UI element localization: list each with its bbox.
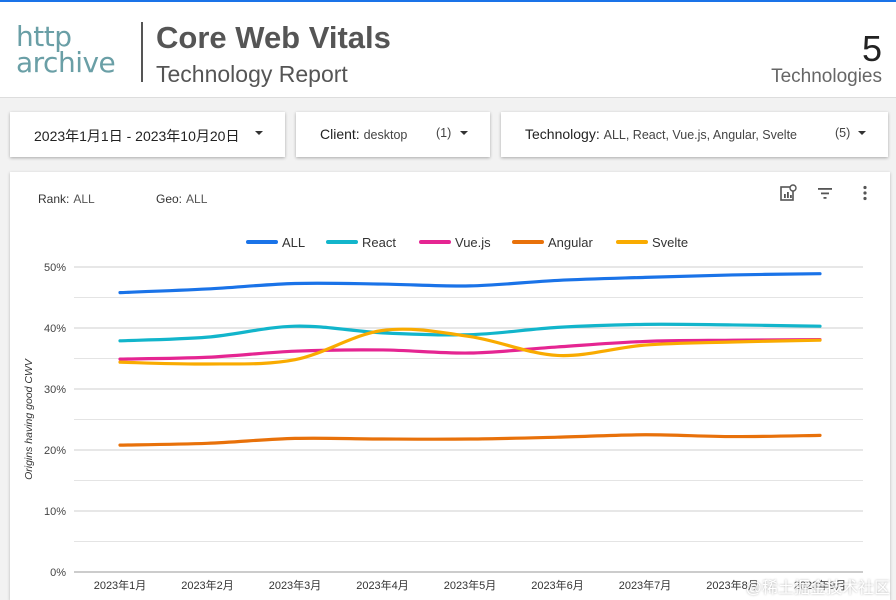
legend-label: React xyxy=(362,235,396,250)
y-tick-label: 20% xyxy=(44,445,66,457)
client-filter-value: desktop xyxy=(363,128,408,142)
x-tick-label: 2023年6月 xyxy=(531,578,584,592)
date-range-value: 2023年1月1日 - 2023年10月20日 xyxy=(34,128,240,144)
series-line-all xyxy=(118,272,822,295)
x-tick-label: 2023年2月 xyxy=(181,578,234,592)
legend-label: Svelte xyxy=(652,235,688,250)
httparchive-logo[interactable]: http archive xyxy=(16,20,116,79)
client-filter-text: Client: desktop xyxy=(320,126,408,142)
x-tick-label: 2023年4月 xyxy=(356,578,409,592)
geo-value: ALL xyxy=(186,192,208,206)
client-filter-label: Client xyxy=(320,126,356,142)
report-header: http archive Core Web Vitals Technology … xyxy=(0,2,896,98)
y-tick-label: 30% xyxy=(44,384,66,396)
legend-label: ALL xyxy=(282,235,305,250)
y-tick-label: 40% xyxy=(44,323,66,335)
chart-card: Rank: ALL Geo: ALL 0% 10% 20% 30% 40% 50% 2023年1… xyxy=(10,172,890,600)
client-filter-count: (1) xyxy=(436,126,452,140)
x-tick-label: 2023年3月 xyxy=(269,578,322,592)
technology-filter-value: ALL, React, Vue.js, Angular, Svelte xyxy=(603,128,798,142)
series-line-svelte xyxy=(118,327,822,366)
x-tick-label: 2023年7月 xyxy=(619,578,672,592)
chart-options-icon[interactable] xyxy=(779,184,797,202)
x-tick-label: 2023年8月 xyxy=(706,578,759,592)
y-tick-label: 50% xyxy=(44,262,66,274)
date-range-filter[interactable]: 2023年1月1日 - 2023年10月20日 xyxy=(10,112,285,157)
chevron-down-icon xyxy=(858,131,866,135)
technology-filter-text: Technology: ALL, React, Vue.js, Angular,… xyxy=(525,126,798,142)
rank-label: Rank: xyxy=(38,192,70,206)
logo-line-1: http xyxy=(16,20,72,53)
legend-label: Angular xyxy=(548,235,593,250)
filter-icon[interactable] xyxy=(816,184,834,202)
technology-count: 5 xyxy=(861,28,882,69)
rank-info: Rank: ALL xyxy=(38,192,95,206)
technology-filter[interactable]: Technology: ALL, React, Vue.js, Angular,… xyxy=(501,112,888,157)
more-options-icon[interactable] xyxy=(856,184,874,202)
technology-filter-count: (5) xyxy=(835,126,851,140)
chevron-down-icon xyxy=(255,131,263,135)
rank-value: ALL xyxy=(73,192,95,206)
series-line-angular xyxy=(118,433,822,447)
technology-count-label: Technologies xyxy=(771,66,882,87)
geo-label: Geo: xyxy=(156,192,183,206)
y-axis-label: Origins having good CWV xyxy=(23,358,35,480)
top-accent-bar xyxy=(0,0,896,2)
x-tick-label: 2023年9月 xyxy=(794,578,847,592)
series-line-vue-js xyxy=(118,337,822,361)
line-chart: 0% 10% 20% 30% 40% 50% 2023年1月 2023年2月 2023年3月 20… xyxy=(23,235,863,592)
y-tick-label: 0% xyxy=(50,567,66,579)
client-filter[interactable]: Client: desktop (1) xyxy=(296,112,490,157)
x-tick-label: 2023年5月 xyxy=(444,578,497,592)
y-tick-label: 10% xyxy=(44,506,66,518)
series-line-react xyxy=(118,322,822,343)
header-divider xyxy=(141,22,143,82)
chevron-down-icon xyxy=(460,131,468,135)
logo-line-2: archive xyxy=(16,46,116,79)
x-tick-label: 2023年1月 xyxy=(94,578,147,592)
page-title: Core Web Vitals xyxy=(156,20,391,55)
watermark: @稀土掘金技术社区 xyxy=(745,580,890,597)
geo-info: Geo: ALL xyxy=(156,192,207,206)
page-subtitle: Technology Report xyxy=(156,61,348,87)
legend-label: Vue.js xyxy=(455,235,491,250)
technology-filter-label: Technology xyxy=(525,126,596,142)
